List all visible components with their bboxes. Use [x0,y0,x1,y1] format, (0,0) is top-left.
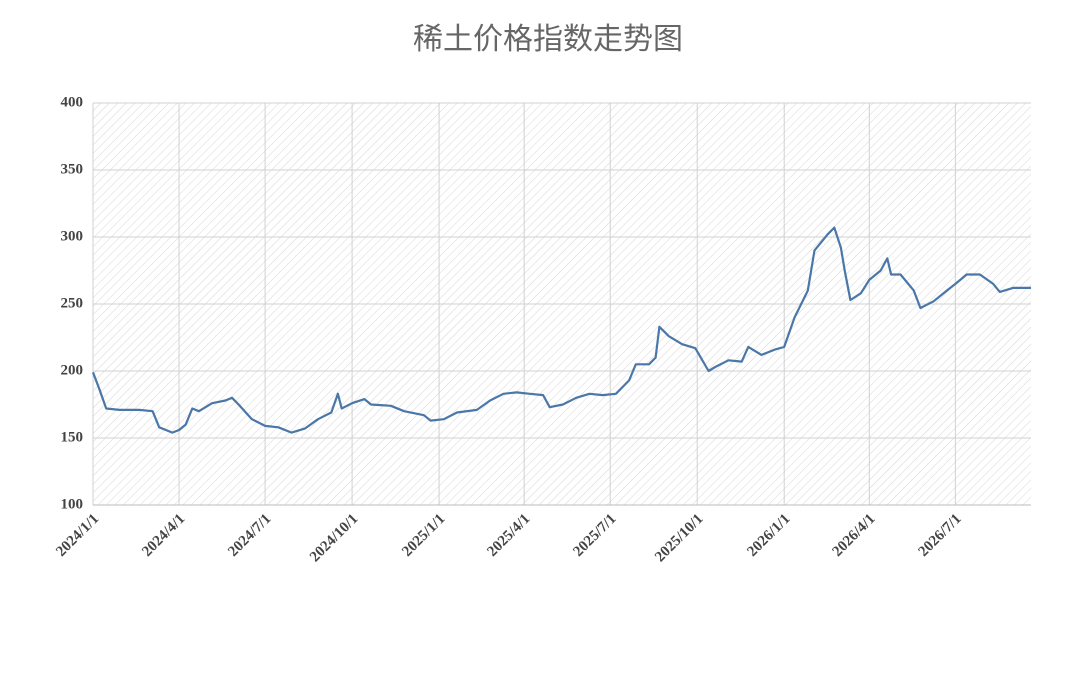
y-tick-label: 300 [61,228,84,244]
x-tick-label: 2025/4/1 [484,511,533,560]
y-tick-label: 250 [61,295,84,311]
x-tick-label: 2026/1/1 [744,511,793,560]
x-tick-label: 2026/7/1 [916,511,965,560]
x-tick-label: 2024/1/1 [53,511,102,560]
x-tick-label: 2024/7/1 [225,511,274,560]
y-tick-label: 200 [61,362,84,378]
price-line [91,226,1031,434]
x-tick-label: 2025/7/1 [570,511,619,560]
y-tick-label: 150 [61,429,84,445]
y-tick-label: 100 [61,496,84,512]
x-tick-label: 2024/10/1 [307,511,361,565]
x-tick-label: 2025/1/1 [399,511,448,560]
y-tick-label: 400 [61,94,84,110]
chart-title: 稀土价格指数走势图 [413,23,683,56]
y-tick-label: 350 [61,161,84,177]
x-tick-label: 2026/4/1 [830,511,879,560]
x-tick-label: 2024/4/1 [139,511,188,560]
x-tick-label: 2025/10/1 [652,511,706,565]
